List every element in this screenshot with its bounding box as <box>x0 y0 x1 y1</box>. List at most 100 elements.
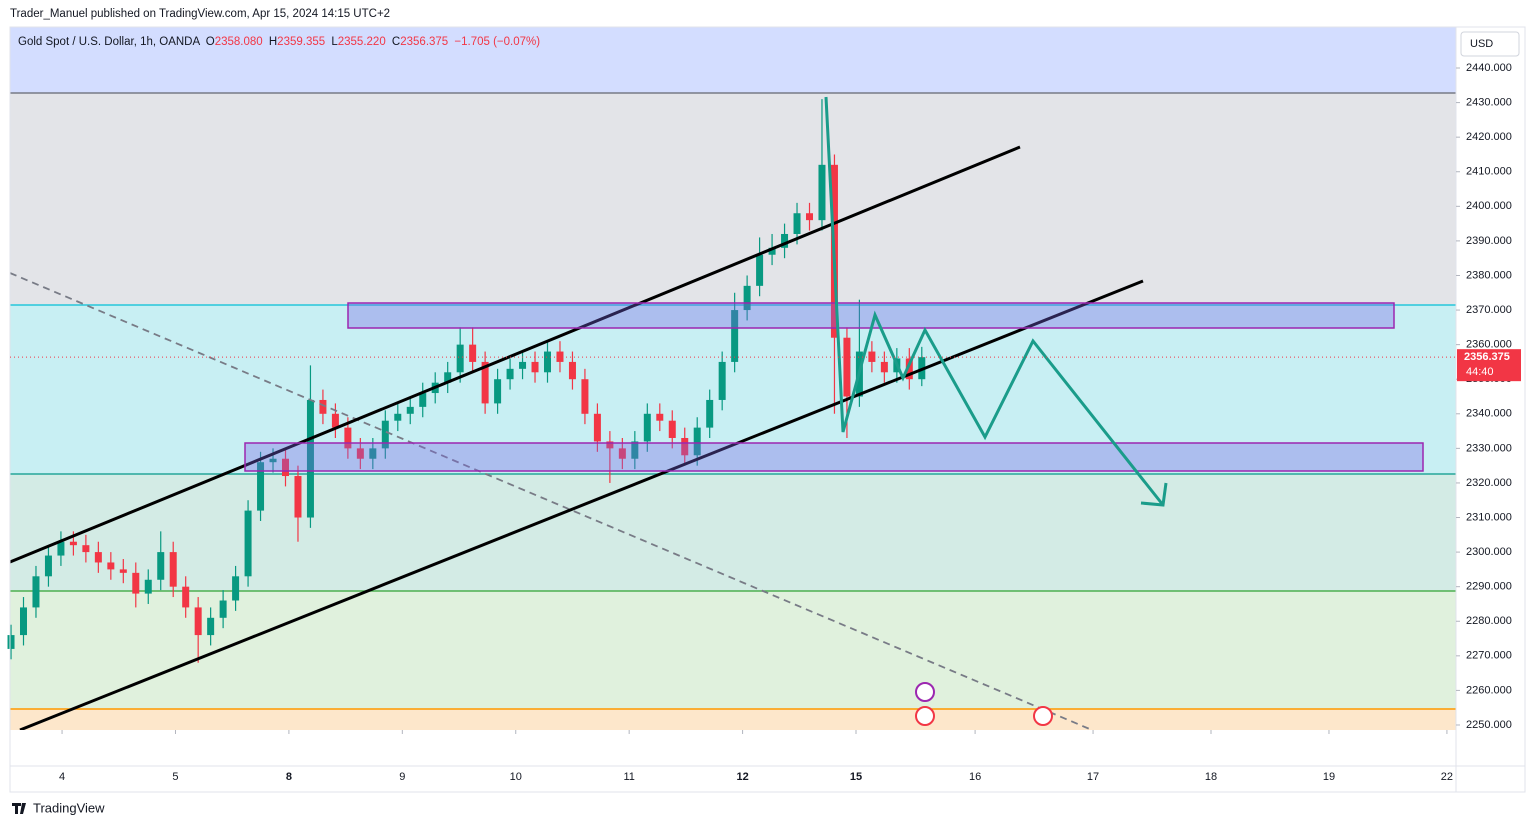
y-tick-label: 2360.000 <box>1466 339 1512 351</box>
candle-body <box>32 576 40 608</box>
symbol: Gold Spot / U.S. Dollar, 1h, OANDA <box>18 36 200 48</box>
channel-top <box>9 145 1021 564</box>
candle-body <box>344 427 352 449</box>
legend-label: L <box>331 36 338 48</box>
currency: USD <box>1470 38 1493 50</box>
x-tick-label: 16 <box>969 771 981 783</box>
x-tick-label: 4 <box>59 771 65 783</box>
y-tick-label: 2390.000 <box>1466 235 1512 247</box>
event-icon[interactable] <box>915 706 935 726</box>
legend-change: −1.705 (−0.07%) <box>454 36 540 48</box>
candle-body <box>194 607 202 636</box>
candle-body <box>731 310 739 362</box>
zone <box>10 709 1456 730</box>
legend: Gold Spot / U.S. Dollar, 1h, OANDA O2358… <box>18 36 540 48</box>
candle-body <box>169 552 177 587</box>
x-tick-label: 15 <box>850 771 862 783</box>
candle-body <box>556 351 564 362</box>
y-tick-label: 2320.000 <box>1466 477 1512 489</box>
candle-body <box>19 607 27 636</box>
zone <box>10 591 1456 709</box>
x-tick-label: 17 <box>1087 771 1099 783</box>
candle-body <box>743 285 751 311</box>
candle-body <box>306 399 314 518</box>
candle-body <box>419 393 427 407</box>
candle-body <box>57 541 65 556</box>
candle-body <box>381 420 389 449</box>
attribution: Trader_Manuel published on TradingView.c… <box>10 8 390 20</box>
candle-body <box>444 372 452 383</box>
x-tick-label: 12 <box>736 771 748 783</box>
legend-label: C <box>392 36 400 48</box>
currency-button[interactable] <box>1460 31 1520 57</box>
price-label-box <box>1457 349 1521 382</box>
candle-body <box>82 545 90 553</box>
candle-body <box>668 420 676 438</box>
candle-body <box>880 361 888 373</box>
candle-body <box>843 337 851 397</box>
event-icon[interactable] <box>1033 706 1053 726</box>
candle-body <box>681 437 689 456</box>
x-tick-label: 5 <box>172 771 178 783</box>
y-tick-label: 2310.000 <box>1466 511 1512 523</box>
x-tick-label: 10 <box>510 771 522 783</box>
candle-body <box>806 213 814 221</box>
candle-body <box>207 617 215 636</box>
y-tick-label: 2370.000 <box>1466 304 1512 316</box>
legend-value: 2358.080 <box>215 36 263 48</box>
candle-body <box>519 361 527 369</box>
candle-body <box>331 413 339 428</box>
candle-body <box>781 233 789 248</box>
zones <box>10 27 1456 730</box>
candle-body <box>281 458 289 477</box>
candle-body <box>756 254 764 286</box>
y-tick-label: 2430.000 <box>1466 96 1512 108</box>
y-tick-label: 2260.000 <box>1466 684 1512 696</box>
legend-label: O <box>206 36 215 48</box>
y-tick-label: 2340.000 <box>1466 408 1512 420</box>
candle-body <box>94 552 102 563</box>
x-tick-label: 11 <box>623 771 634 783</box>
candle-body <box>394 413 402 421</box>
candle-body <box>107 562 115 570</box>
candle-body <box>294 476 302 518</box>
candle-body <box>7 635 15 649</box>
candle-body <box>369 448 377 459</box>
candle-body <box>494 379 502 404</box>
y-tick-label: 2250.000 <box>1466 719 1512 731</box>
candle-body <box>69 541 77 546</box>
price-label: 2356.375 <box>1464 351 1510 363</box>
candle-body <box>544 351 552 373</box>
legend-value: 2355.220 <box>338 36 386 48</box>
channel-bottom <box>19 279 1144 732</box>
supply-box <box>347 302 1395 329</box>
drawings <box>9 96 1424 732</box>
y-tick-label: 2270.000 <box>1466 650 1512 662</box>
candle-body <box>406 406 414 414</box>
candle-body <box>868 351 876 362</box>
footer: TradingView <box>12 800 105 815</box>
y-tick-label: 2280.000 <box>1466 615 1512 627</box>
candle-body <box>144 579 152 594</box>
candle-body <box>606 441 614 449</box>
legend-value: 2356.375 <box>400 36 448 48</box>
candle-body <box>456 344 464 373</box>
candle-body <box>905 358 913 380</box>
projection-path <box>824 96 1165 506</box>
y-tick-label: 2420.000 <box>1466 131 1512 143</box>
trend-line <box>9 272 1093 731</box>
brand: TradingView <box>33 800 105 815</box>
zone <box>10 27 1456 93</box>
countdown: 44:40 <box>1466 366 1494 378</box>
x-tick-label: 18 <box>1205 771 1217 783</box>
candle-body <box>768 247 776 255</box>
candle-body <box>706 399 714 428</box>
y-tick-label: 2290.000 <box>1466 581 1512 593</box>
y-tick-label: 2410.000 <box>1466 166 1512 178</box>
candle-body <box>531 361 539 373</box>
candle-body <box>132 572 140 594</box>
event-icon[interactable] <box>915 682 935 702</box>
candle-body <box>119 569 127 573</box>
